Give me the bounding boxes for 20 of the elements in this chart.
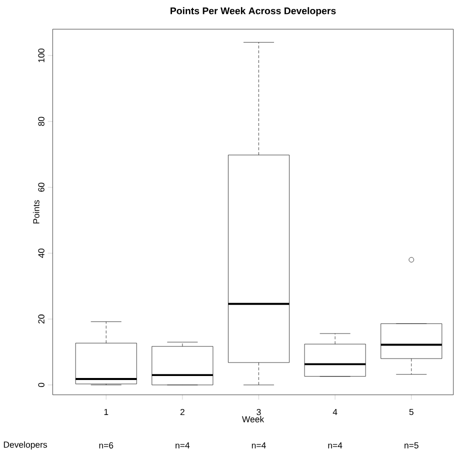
- y-tick-label: 20: [38, 314, 44, 324]
- x-axis-title: Week: [242, 416, 264, 422]
- text: n=4: [328, 442, 342, 448]
- text: n=5: [404, 442, 418, 448]
- x-tick-label: 4: [332, 408, 338, 415]
- x-tick-label: 1: [104, 408, 108, 415]
- chart-title: Points Per Week Across Developers: [170, 7, 336, 16]
- y-tick-label: 60: [38, 182, 44, 192]
- text: n=6: [99, 442, 114, 448]
- text: n=4: [252, 442, 266, 448]
- text: Developers: [4, 441, 48, 450]
- y-tick-label: 40: [38, 248, 44, 258]
- x-tick-label: 2: [180, 408, 184, 415]
- y-axis-title: Points: [32, 200, 40, 224]
- y-tick-label: 0: [38, 382, 44, 387]
- x-tick-label: 3: [256, 408, 261, 416]
- x-tick-label: 5: [409, 408, 414, 415]
- y-tick-label: 80: [38, 116, 44, 126]
- y-tick-label: 100: [38, 48, 44, 62]
- text: n=4: [176, 442, 190, 448]
